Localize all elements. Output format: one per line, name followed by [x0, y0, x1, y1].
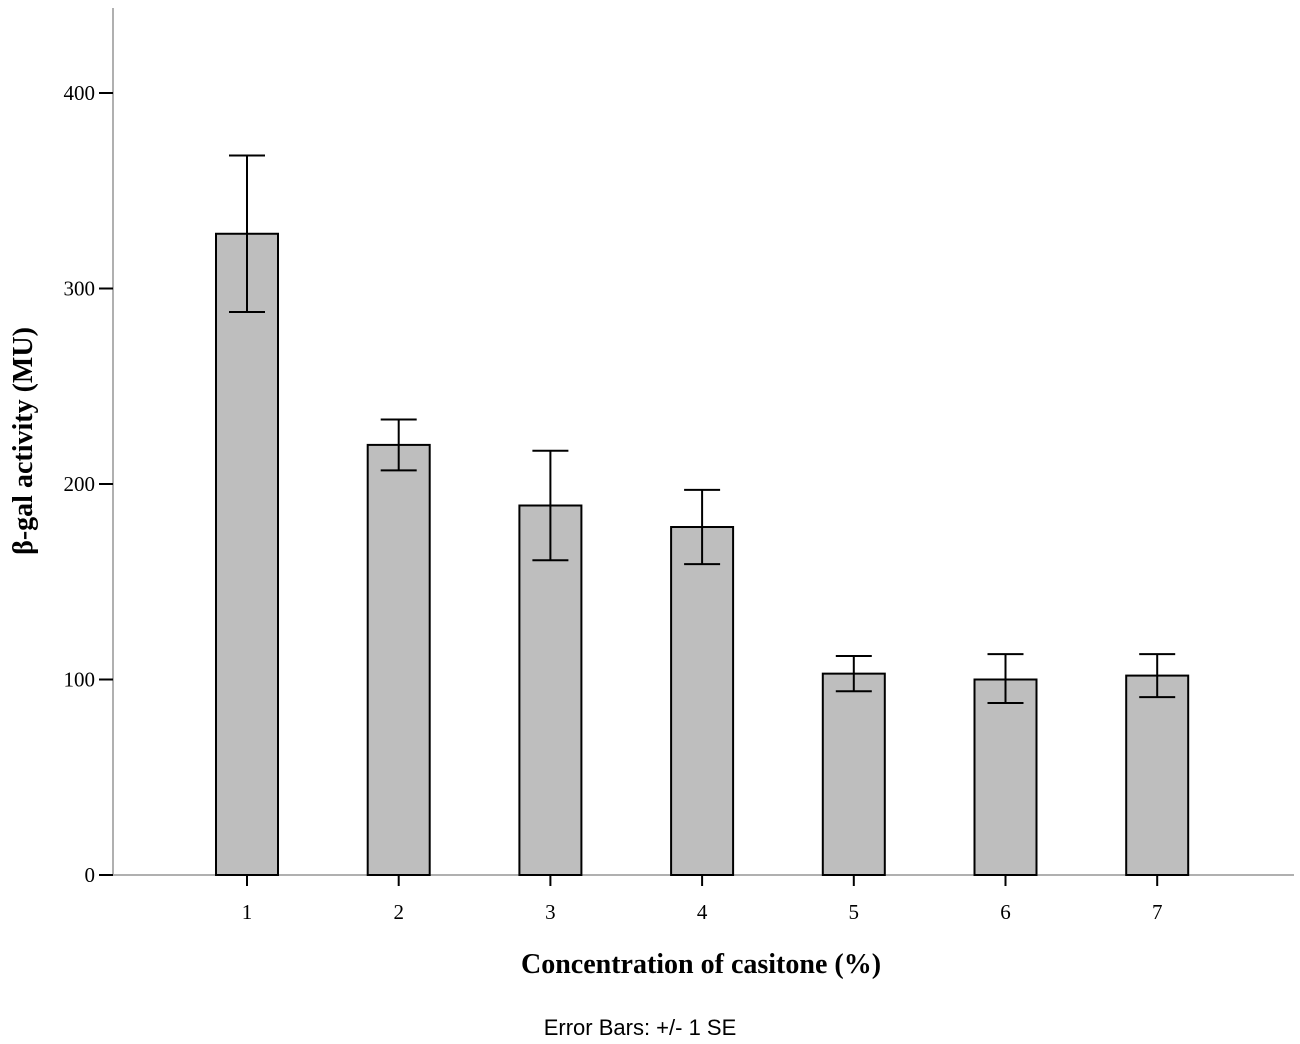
- y-tick-label-100: 100: [64, 668, 96, 692]
- x-tick-label-3: 3: [545, 900, 556, 924]
- x-axis-ticks: 1 2 3 4 5 6 7: [242, 875, 1163, 924]
- x-tick-label-2: 2: [393, 900, 404, 924]
- error-bars-note: Error Bars: +/- 1 SE: [544, 1015, 737, 1040]
- x-tick-label-6: 6: [1000, 900, 1011, 924]
- bar-1: [215, 232, 279, 876]
- y-axis-title: β-gal activity (MU): [8, 327, 39, 555]
- x-tick-label-1: 1: [242, 900, 253, 924]
- bar-6: [973, 678, 1038, 876]
- x-tick-label-4: 4: [697, 900, 708, 924]
- x-tick-label-5: 5: [849, 900, 860, 924]
- error-bars: [229, 154, 1176, 704]
- bar-7: [1125, 674, 1190, 877]
- y-tick-label-200: 200: [64, 472, 96, 496]
- y-tick-label-300: 300: [64, 277, 96, 301]
- y-tick-label-0: 0: [85, 863, 96, 887]
- x-tick-label-7: 7: [1152, 900, 1163, 924]
- bar-5: [821, 672, 886, 877]
- y-axis-ticks: 0 100 200 300 400: [64, 81, 113, 887]
- x-axis-title: Concentration of casitone (%): [521, 949, 881, 980]
- y-tick-label-400: 400: [64, 81, 96, 105]
- bar-3: [518, 504, 583, 876]
- bars: [215, 232, 1190, 877]
- bar-4: [670, 526, 735, 876]
- bar-2: [366, 443, 431, 876]
